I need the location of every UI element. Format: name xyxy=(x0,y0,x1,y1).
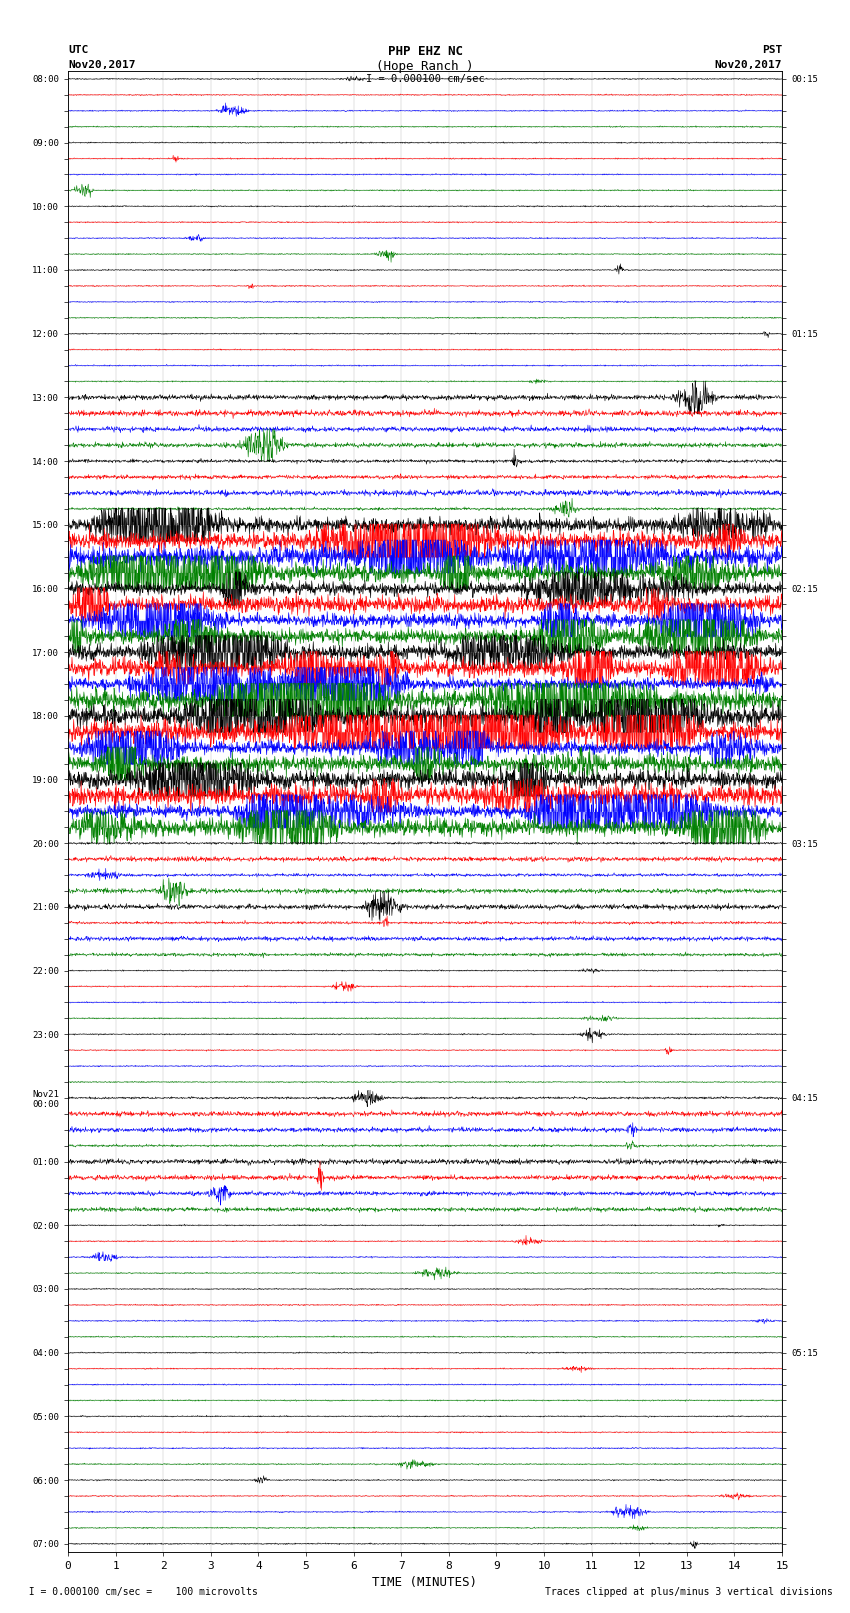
X-axis label: TIME (MINUTES): TIME (MINUTES) xyxy=(372,1576,478,1589)
Text: PST: PST xyxy=(762,45,782,55)
Text: Traces clipped at plus/minus 3 vertical divisions: Traces clipped at plus/minus 3 vertical … xyxy=(545,1587,833,1597)
Text: Nov20,2017: Nov20,2017 xyxy=(68,60,135,69)
Text: I = 0.000100 cm/sec: I = 0.000100 cm/sec xyxy=(366,74,484,84)
Text: PHP EHZ NC: PHP EHZ NC xyxy=(388,45,462,58)
Text: Nov20,2017: Nov20,2017 xyxy=(715,60,782,69)
Text: (Hope Ranch ): (Hope Ranch ) xyxy=(377,60,473,73)
Text: UTC: UTC xyxy=(68,45,88,55)
Text: I = 0.000100 cm/sec =    100 microvolts: I = 0.000100 cm/sec = 100 microvolts xyxy=(17,1587,258,1597)
